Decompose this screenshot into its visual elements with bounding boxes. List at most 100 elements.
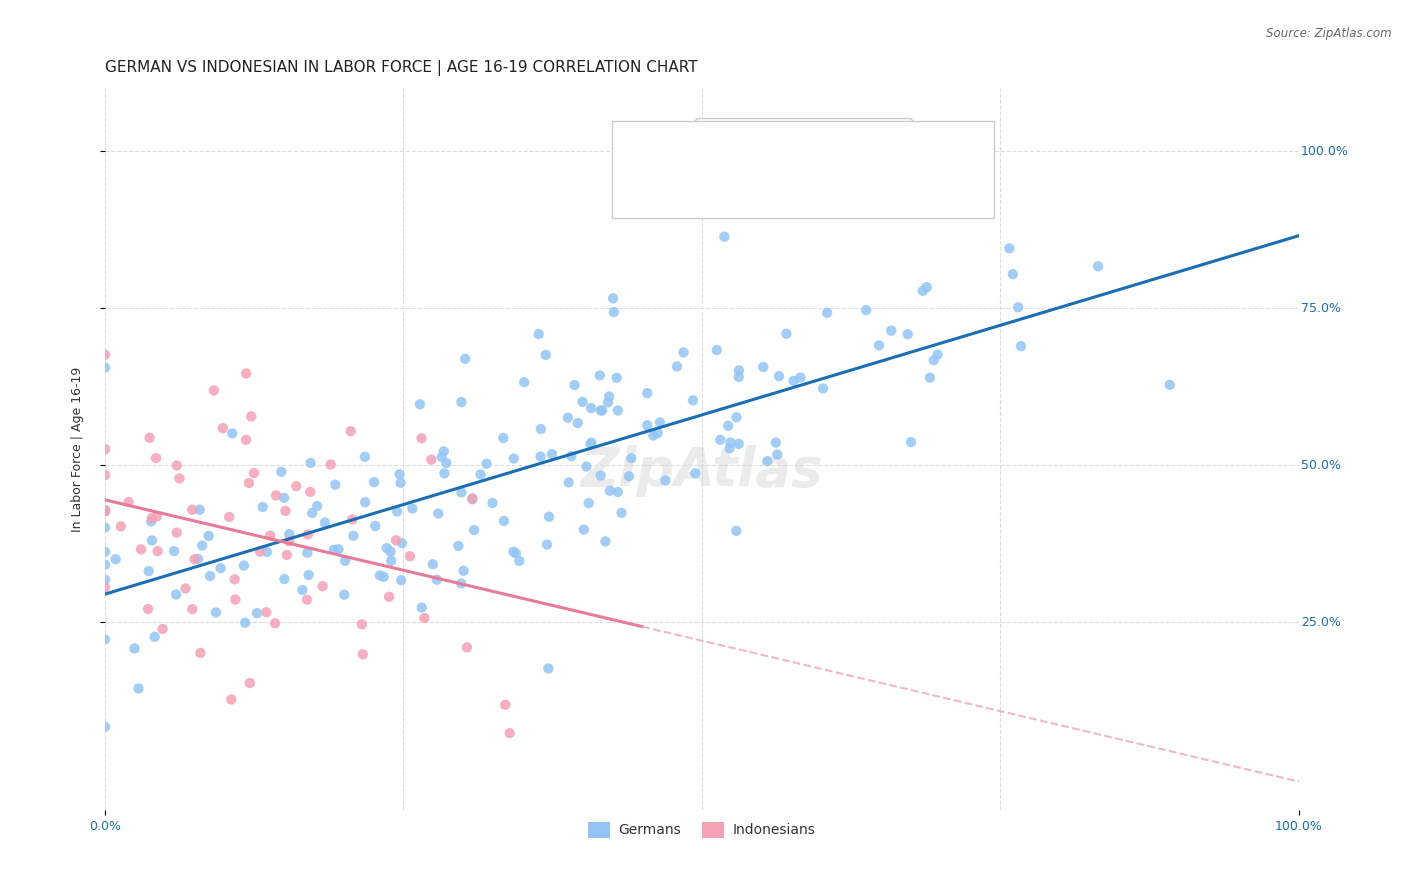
Indonesians (264, 616, 287, 631)
Indonesians (166, 525, 188, 540)
Germans (636, 386, 658, 401)
Germans (564, 378, 586, 392)
Germans (375, 541, 398, 555)
Germans (527, 327, 550, 342)
Indonesians (378, 590, 401, 604)
Indonesians (276, 548, 298, 562)
Germans (648, 416, 671, 430)
Germans (124, 641, 146, 656)
Germans (163, 544, 186, 558)
Germans (720, 435, 742, 450)
Germans (915, 280, 938, 294)
Germans (94, 360, 117, 375)
Indonesians (243, 466, 266, 480)
Germans (409, 397, 432, 411)
Germans (602, 292, 624, 306)
Germans (433, 444, 456, 458)
Germans (191, 539, 214, 553)
Indonesians (152, 622, 174, 636)
Indonesians (145, 451, 167, 466)
Indonesians (297, 527, 319, 541)
Germans (537, 661, 560, 675)
Germans (389, 573, 412, 587)
Germans (706, 343, 728, 357)
Germans (165, 588, 187, 602)
Germans (1010, 339, 1032, 353)
Germans (364, 519, 387, 533)
Germans (752, 359, 775, 374)
Germans (880, 324, 903, 338)
Germans (434, 456, 457, 470)
Germans (94, 558, 117, 572)
Germans (579, 401, 602, 416)
Germans (232, 558, 254, 573)
Germans (578, 496, 600, 510)
Germans (233, 615, 256, 630)
Indonesians (145, 509, 167, 524)
Germans (333, 554, 356, 568)
Germans (454, 351, 477, 366)
Germans (104, 552, 127, 566)
Germans (596, 395, 619, 409)
Germans (599, 483, 621, 498)
Germans (581, 435, 603, 450)
Text: 75.0%: 75.0% (1301, 301, 1341, 315)
Germans (560, 449, 582, 463)
Germans (727, 437, 749, 451)
Germans (617, 469, 640, 483)
Indonesians (190, 646, 212, 660)
Germans (391, 536, 413, 550)
Indonesians (211, 421, 233, 435)
Germans (307, 499, 329, 513)
Germans (368, 568, 391, 582)
Indonesians (174, 582, 197, 596)
Germans (461, 492, 484, 507)
Germans (718, 442, 741, 456)
Germans (713, 229, 735, 244)
Germans (475, 457, 498, 471)
Germans (572, 523, 595, 537)
Germans (450, 576, 472, 591)
Germans (389, 475, 412, 490)
Germans (209, 561, 232, 575)
Legend: Germans, Indonesians: Germans, Indonesians (582, 816, 821, 843)
Indonesians (264, 488, 287, 502)
Germans (94, 545, 117, 559)
Indonesians (141, 511, 163, 525)
Germans (815, 306, 838, 320)
Germans (606, 403, 628, 417)
Indonesians (499, 726, 522, 740)
Germans (725, 410, 748, 425)
Indonesians (202, 384, 225, 398)
Indonesians (411, 431, 433, 445)
Indonesians (94, 348, 117, 362)
Germans (529, 450, 551, 464)
Germans (567, 416, 589, 430)
Text: GERMAN VS INDONESIAN IN LABOR FORCE | AGE 16-19 CORRELATION CHART: GERMAN VS INDONESIAN IN LABOR FORCE | AG… (105, 60, 697, 76)
FancyBboxPatch shape (613, 120, 994, 219)
Indonesians (94, 504, 117, 518)
Indonesians (169, 471, 191, 485)
Germans (433, 467, 456, 481)
Indonesians (166, 458, 188, 473)
Germans (897, 327, 920, 342)
Indonesians (239, 676, 262, 690)
Indonesians (278, 534, 301, 549)
Indonesians (350, 617, 373, 632)
Germans (868, 338, 890, 352)
Germans (672, 345, 695, 359)
Germans (128, 681, 150, 696)
Germans (94, 573, 117, 587)
Germans (665, 359, 688, 374)
Germans (603, 305, 626, 319)
Germans (557, 475, 579, 490)
Germans (297, 546, 319, 560)
Germans (709, 433, 731, 447)
Indonesians (235, 367, 257, 381)
Germans (278, 527, 301, 541)
Germans (380, 554, 402, 568)
Germans (728, 363, 751, 377)
Germans (143, 630, 166, 644)
Germans (541, 447, 564, 461)
Indonesians (221, 692, 243, 706)
